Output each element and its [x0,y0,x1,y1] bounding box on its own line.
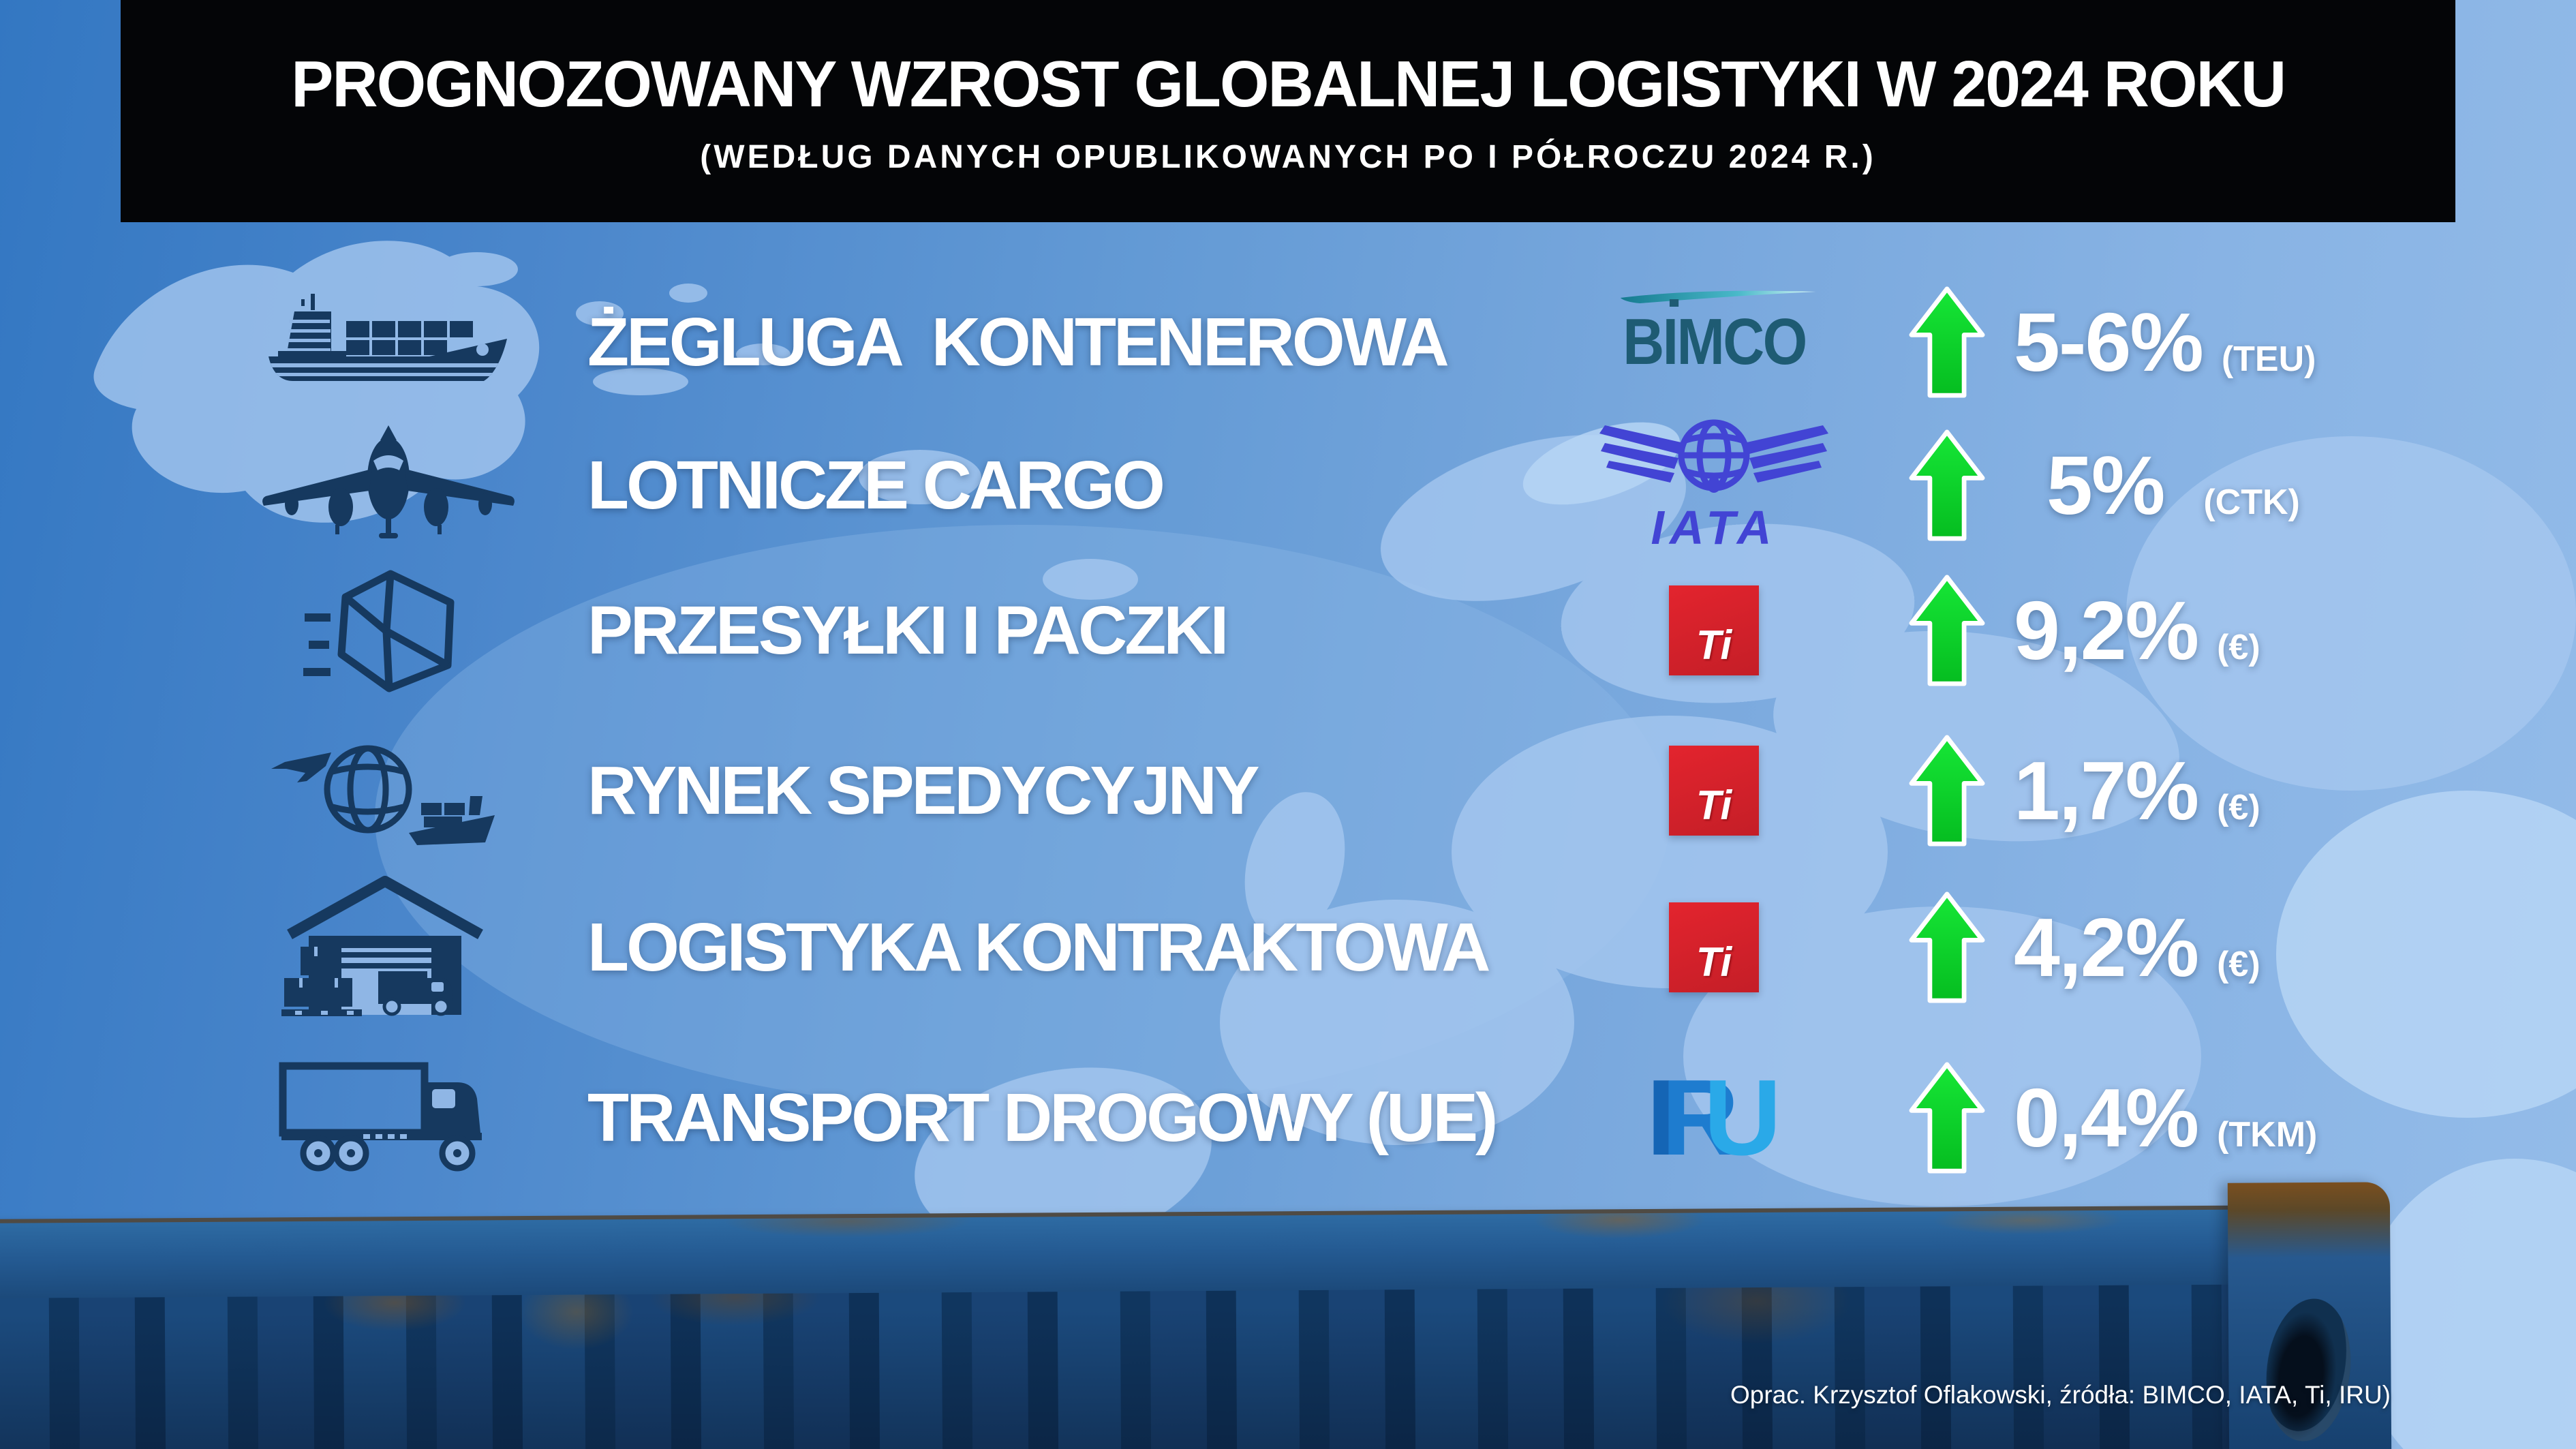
value-cell: 9,2% (€) [2014,569,2260,692]
iata-logo-text: IATA [1651,501,1777,554]
growth-unit: (€) [2217,945,2260,984]
value-cell: 5-6% (TEU) [2014,281,2316,403]
page-subtitle: (WEDŁUG DANYCH OPUBLIKOWANYCH PO I PÓŁRO… [700,138,1876,175]
airplane-icon [259,424,518,547]
container-corrugation [0,1284,2257,1449]
ti-logo: Ti [1588,886,1840,1009]
value-cell: 0,4% (TKM) [2014,1056,2317,1179]
row-parcels: PRZESYŁKI I PACZKI Ti 9,2% (€) [0,569,2576,692]
row-contract-logistics: LOGISTYKA KONTRAKTOWA Ti 4,2% (€) [0,876,2576,1016]
growth-value: 1,7% [2014,744,2199,837]
category-label: PRZESYŁKI I PACZKI [587,592,1229,669]
category-label: ŻEGLUGA KONTENEROWA [587,304,1450,380]
bimco-swoosh-icon [1620,290,1816,307]
container-ship-icon [259,281,518,403]
iata-logo: IATA [1588,419,1840,554]
row-freight-forwarding: RYNEK SPEDYCYJNY Ti 1,7% (€) [0,729,2576,852]
up-arrow-icon [1903,569,1991,692]
value-cell: 1,7% (€) [2014,729,2260,852]
growth-value: 9,2% [2014,584,2199,677]
truck-icon [259,1056,518,1179]
ti-logo-text: Ti [1696,622,1732,668]
ti-logo-text: Ti [1696,782,1732,828]
ti-logo: Ti [1588,569,1840,692]
category-label: TRANSPORT DROGOWY (UE) [587,1080,1498,1156]
up-arrow-icon [1903,729,1991,852]
growth-unit: (TEU) [2221,339,2316,379]
growth-value: 0,4% [2014,1071,2199,1164]
category-label: RYNEK SPEDYCYJNY [587,752,1260,829]
container-corner-hole [2258,1294,2359,1446]
growth-value: 4,2% [2014,901,2199,994]
bimco-logo-text: BIMCO [1622,305,1807,378]
category-label: LOGISTYKA KONTRAKTOWA [587,909,1491,986]
iru-letter-i: I [1646,1058,1676,1178]
iru-letter-r: R [1661,1058,1739,1178]
category-label: LOTNICZE CARGO [587,447,1165,523]
bimco-logo: BIMCO [1588,281,1840,403]
page-title: PROGNOZOWANY WZROST GLOBALNEJ LOGISTYKI … [291,47,2286,121]
globe-freight-icon [259,729,518,852]
row-container-shipping: ŻEGLUGA KONTENEROWA BIMCO 5-6% (TEU) [0,281,2576,403]
growth-value: 5-6% [2014,296,2204,388]
up-arrow-icon [1903,281,1991,403]
up-arrow-icon [1903,886,1991,1009]
iru-letter-u: U [1703,1058,1782,1178]
iata-winged-globe-icon [1599,419,1828,493]
growth-unit: (€) [2217,628,2260,667]
value-cell: 5% (CTK) [2014,424,2300,547]
warehouse-icon [259,876,518,1016]
package-icon [259,569,518,692]
ti-logo-text: Ti [1696,939,1732,985]
growth-unit: (CTK) [2203,483,2300,522]
growth-unit: (TKM) [2217,1115,2318,1155]
growth-value: 5% [2046,439,2165,532]
growth-unit: (€) [2217,788,2260,827]
up-arrow-icon [1903,424,1991,547]
credit-text: Oprac. Krzysztof Oflakowski, źródła: BIM… [1730,1381,2391,1409]
header-bar: PROGNOZOWANY WZROST GLOBALNEJ LOGISTYKI … [121,0,2455,222]
value-cell: 4,2% (€) [2014,886,2260,1009]
row-air-cargo: LOTNICZE CARGO [0,419,2576,554]
up-arrow-icon [1903,1056,1991,1179]
ti-logo: Ti [1588,729,1840,852]
